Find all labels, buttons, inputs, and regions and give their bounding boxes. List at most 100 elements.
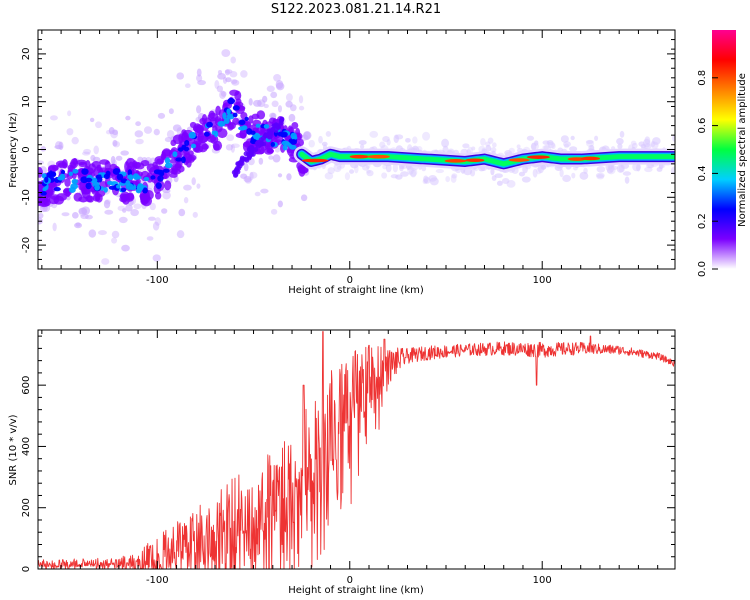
spectrogram-cell-faint (536, 167, 542, 175)
spectrogram-cell-strong (72, 168, 79, 174)
spectrogram-cell-faint (501, 178, 510, 185)
spectrogram-ytick-label: -10 (21, 189, 32, 205)
spectrogram-cell-strong (162, 168, 170, 173)
spectrogram-cell-faint (78, 207, 87, 217)
spectrogram-heatmap (38, 49, 675, 265)
spectrogram-cell-faint (196, 183, 201, 189)
spectrogram-cell-faint (240, 173, 248, 179)
spectrogram-cell-strong (222, 112, 227, 120)
spectrogram-cell-faint (229, 70, 238, 78)
spectrogram-cell-faint (224, 69, 233, 74)
spectrogram-cell-strong (255, 123, 261, 128)
spectrogram-cell-faint (112, 139, 118, 147)
spectrogram-cell-faint (630, 140, 637, 146)
spectrogram-cell-faint (492, 142, 497, 148)
spectrogram-cell-strong (232, 105, 240, 111)
spectrogram-cell-faint (161, 208, 168, 214)
spectrogram-cell-strong (206, 121, 213, 128)
spectrogram-cell-strong (134, 175, 142, 180)
spectrogram-cell-strong (244, 116, 249, 121)
spectrogram-cell-faint (534, 140, 539, 146)
spectrogram-cell-faint (366, 169, 374, 177)
spectrogram-cell-faint (395, 134, 404, 140)
spectrogram-cell (227, 122, 234, 131)
spectrogram-cell-faint (560, 135, 569, 143)
spectrogram-cell (140, 159, 150, 167)
spectrogram-cell-faint (230, 144, 235, 153)
spectrogram-cell-strong (177, 147, 184, 152)
spectrogram-cell-faint (254, 191, 261, 197)
spectrogram-cell-faint (240, 70, 248, 78)
spectrogram-cell-faint (216, 85, 224, 93)
spectrogram-xtick-label: -100 (146, 275, 169, 286)
spectrogram-cell-faint (230, 56, 236, 64)
snr-xlabel: Height of straight line (km) (288, 585, 424, 596)
spectrogram-cell-strong (60, 169, 66, 175)
spectrogram-cell-faint (298, 105, 305, 111)
spectrogram-cell-faint (288, 113, 296, 122)
spectrogram-cell (50, 194, 60, 200)
snr-ylabel: SNR (10 * v/v) (8, 414, 19, 485)
spectrogram-cell (216, 128, 228, 139)
spectrogram-cell-strong (164, 157, 171, 164)
spectrogram-hotspot (526, 155, 550, 159)
spectrogram-cell-faint (644, 143, 652, 150)
spectrogram-cell-faint (277, 173, 283, 178)
spectrogram-cell (38, 166, 43, 178)
spectrogram-cell-faint (596, 174, 605, 180)
spectrogram-cell-strong (282, 144, 288, 151)
spectrogram-cell-faint (382, 136, 390, 143)
spectrogram-cell-strong (112, 168, 121, 175)
spectrogram-cell-faint (231, 79, 240, 86)
spectrogram-cell-faint (89, 117, 95, 123)
spectrogram-cell-strong (137, 184, 144, 190)
spectrogram-cell-faint (455, 167, 462, 174)
spectrogram-cell-strong (290, 139, 298, 145)
spectrogram-cell (55, 160, 67, 167)
spectrogram-cell-faint (616, 164, 625, 173)
spectrogram-cell-faint (244, 177, 252, 184)
spectrogram-cell-faint (153, 128, 160, 136)
spectrogram-cell-faint (392, 163, 399, 173)
spectrogram-cell (262, 133, 268, 139)
spectrogram-ytick-label: 10 (21, 95, 32, 108)
spectrogram-cell-faint (125, 204, 133, 212)
spectrogram-cell-faint (285, 100, 293, 108)
spectrogram-cell-faint (81, 206, 91, 215)
spectrogram-cell-faint (130, 209, 139, 217)
spectrogram-cell-faint (487, 137, 494, 144)
spectrogram-cell-strong (103, 187, 108, 193)
spectrogram-cell-faint (52, 222, 57, 232)
spectrogram-cell-faint (214, 80, 220, 89)
spectrogram-cell-faint (95, 121, 102, 129)
spectrogram-cell-faint (344, 172, 351, 181)
spectrogram-cell-faint (652, 137, 661, 145)
spectrogram-cell-strong (281, 140, 290, 146)
spectrogram-cell-strong (249, 130, 256, 135)
spectrogram-cell-faint (491, 175, 497, 182)
spectrogram-cell-faint (93, 145, 99, 155)
spectrogram-cell-strong (68, 171, 74, 177)
spectrogram-cell-faint (429, 177, 439, 186)
spectrogram-cell-faint (408, 167, 418, 177)
spectrogram-cell-faint (178, 208, 186, 217)
spectrogram-cell-strong (142, 187, 148, 194)
spectrogram-cell-faint (395, 174, 403, 180)
spectrogram-cell-faint (298, 95, 304, 104)
spectrogram-cell-faint (325, 131, 332, 137)
spectrogram-cell-faint (225, 144, 234, 151)
spectrogram-cell-faint (104, 209, 114, 215)
spectrogram-cell-faint (122, 208, 127, 213)
spectrogram-cell (236, 165, 242, 171)
spectrogram-cell-faint (110, 155, 116, 165)
spectrogram-cell-faint (644, 136, 651, 145)
spectrogram-cell-faint (49, 115, 58, 121)
spectrogram-cell-faint (275, 82, 285, 91)
spectrogram-cell-faint (40, 146, 47, 152)
spectrogram-cell-faint (260, 188, 269, 194)
spectrogram-cell-faint (385, 163, 392, 173)
spectrogram-cell-strong (40, 191, 47, 196)
spectrogram-cell-faint (321, 141, 328, 147)
